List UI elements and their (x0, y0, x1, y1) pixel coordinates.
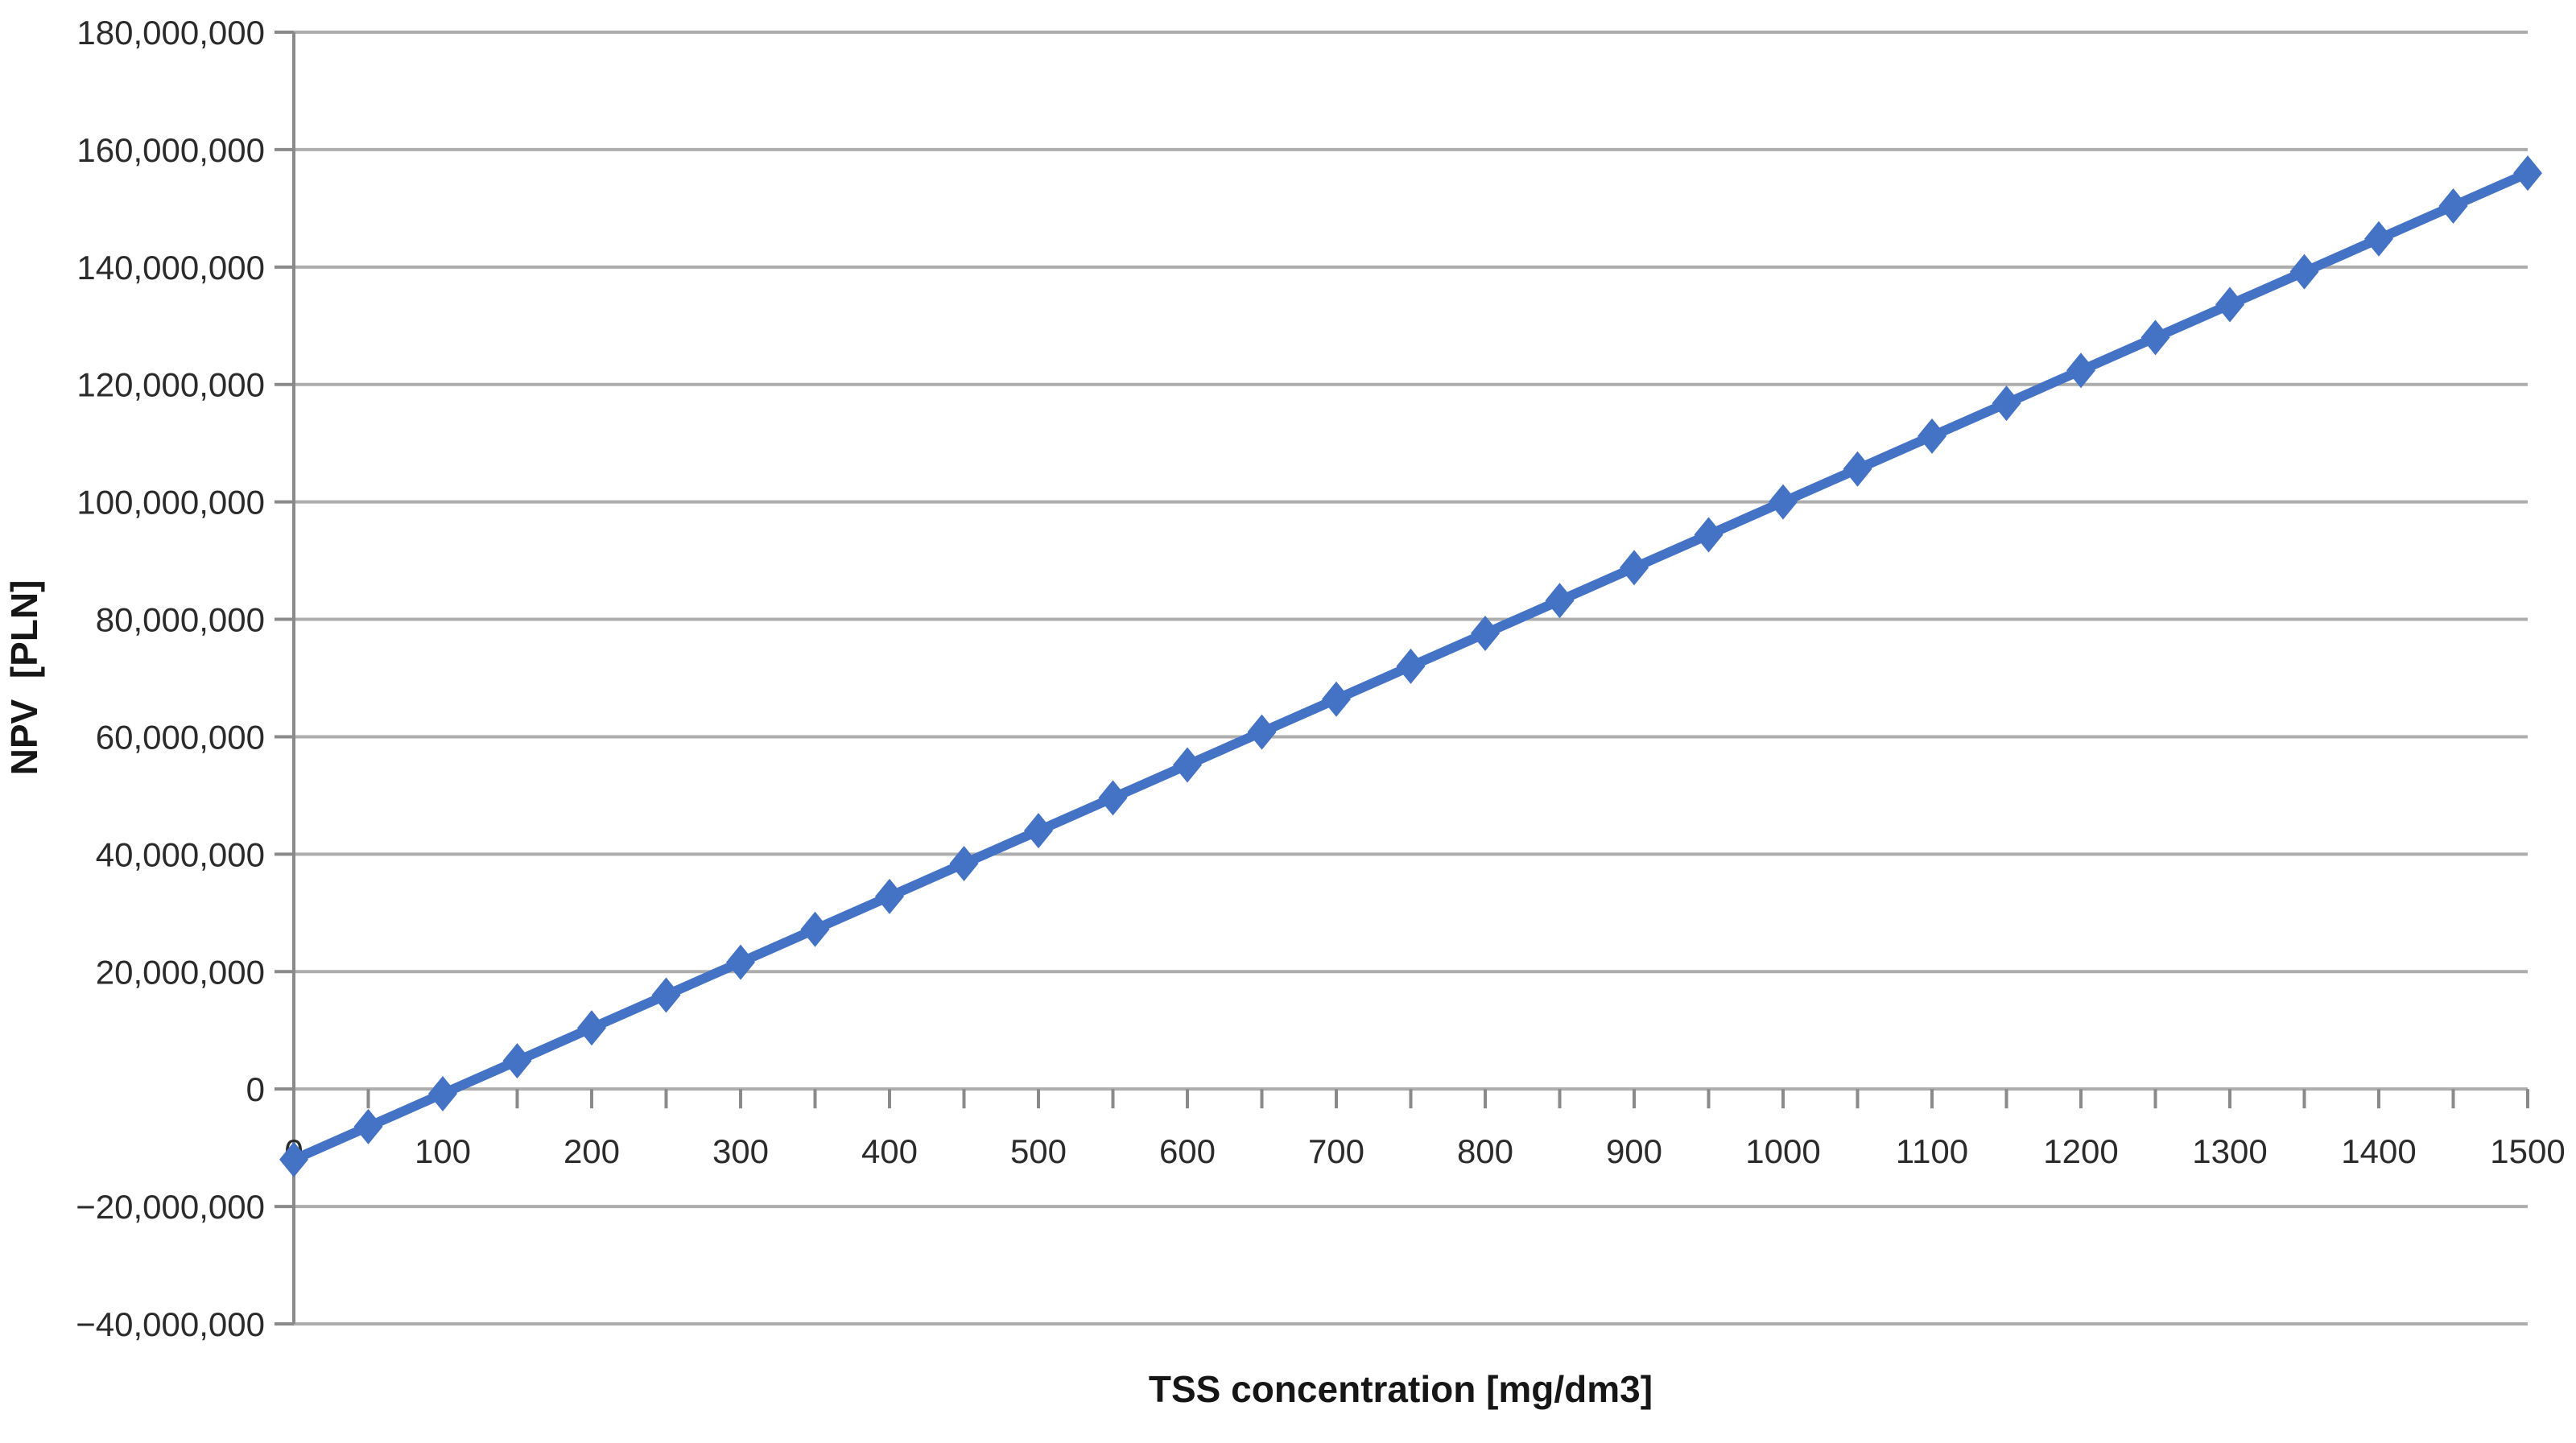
data-point-marker (502, 1043, 532, 1079)
data-point-marker (726, 944, 755, 980)
y-tick-label: 80,000,000 (96, 601, 265, 639)
x-tick-label: 200 (564, 1132, 620, 1170)
data-point-marker (949, 846, 979, 882)
x-tick-label: 600 (1159, 1132, 1216, 1170)
y-axis-title: NPV [PLN] (3, 580, 45, 776)
data-point-marker (577, 1010, 606, 1046)
data-point-marker (1769, 484, 1798, 520)
x-tick-label: 1500 (2490, 1132, 2565, 1170)
x-tick-label: 100 (415, 1132, 471, 1170)
data-point-marker (1322, 681, 1351, 717)
data-point-marker (1024, 813, 1053, 849)
x-tick-label: 500 (1010, 1132, 1067, 1170)
x-tick-label: 1000 (1745, 1132, 1820, 1170)
data-point-marker (1918, 418, 1946, 454)
data-point-marker (1396, 648, 1426, 684)
data-point-marker (2215, 287, 2244, 323)
y-tick-label: −40,000,000 (76, 1305, 265, 1343)
y-tick-label: −20,000,000 (76, 1188, 265, 1226)
x-tick-label: 400 (861, 1132, 918, 1170)
data-point-marker (2438, 188, 2468, 224)
data-point-marker (800, 911, 830, 947)
data-point-marker (1173, 747, 1202, 783)
y-tick-label: 160,000,000 (76, 131, 265, 169)
x-tick-label: 900 (1606, 1132, 1662, 1170)
data-point-marker (2140, 320, 2170, 356)
data-point-marker (1545, 583, 1575, 619)
data-point-marker (279, 1141, 308, 1177)
y-tick-label: 180,000,000 (76, 14, 265, 52)
y-tick-label: 20,000,000 (96, 953, 265, 991)
x-tick-label: 300 (712, 1132, 769, 1170)
x-axis-title: TSS concentration [mg/dm3] (1149, 1368, 1653, 1410)
data-point-marker (2513, 155, 2542, 192)
data-point-marker (2066, 353, 2095, 389)
x-tick-label: 1300 (2192, 1132, 2267, 1170)
data-point-marker (428, 1076, 457, 1112)
data-point-marker (1620, 550, 1649, 586)
data-point-marker (1247, 714, 1277, 750)
x-tick-label: 800 (1457, 1132, 1513, 1170)
axes-layer (275, 31, 2529, 1325)
data-point-marker (353, 1108, 383, 1144)
data-point-marker (1694, 517, 1724, 553)
data-point-marker (1471, 616, 1500, 652)
x-tick-label: 1200 (2043, 1132, 2118, 1170)
y-tick-label: 60,000,000 (96, 718, 265, 756)
data-point-marker (651, 977, 681, 1013)
data-point-marker (875, 878, 904, 914)
tick-labels-layer: 180,000,000 160,000,000 140,000,000 120,000… (76, 14, 2565, 1343)
data-point-marker (1843, 451, 1872, 487)
y-tick-label: 40,000,000 (96, 835, 265, 873)
data-point-marker (2289, 254, 2319, 290)
y-tick-label: 100,000,000 (76, 484, 265, 522)
x-tick-label: 700 (1308, 1132, 1364, 1170)
data-point-marker (1992, 385, 2021, 422)
y-tick-label: 120,000,000 (76, 366, 265, 404)
y-tick-label: 140,000,000 (76, 249, 265, 287)
x-tick-label: 1100 (1896, 1132, 1968, 1170)
data-point-marker (2364, 221, 2393, 257)
data-point-marker (1098, 780, 1128, 816)
x-tick-label: 1400 (2341, 1132, 2416, 1170)
y-tick-label: 0 (246, 1070, 265, 1108)
series-layer (279, 155, 2542, 1177)
